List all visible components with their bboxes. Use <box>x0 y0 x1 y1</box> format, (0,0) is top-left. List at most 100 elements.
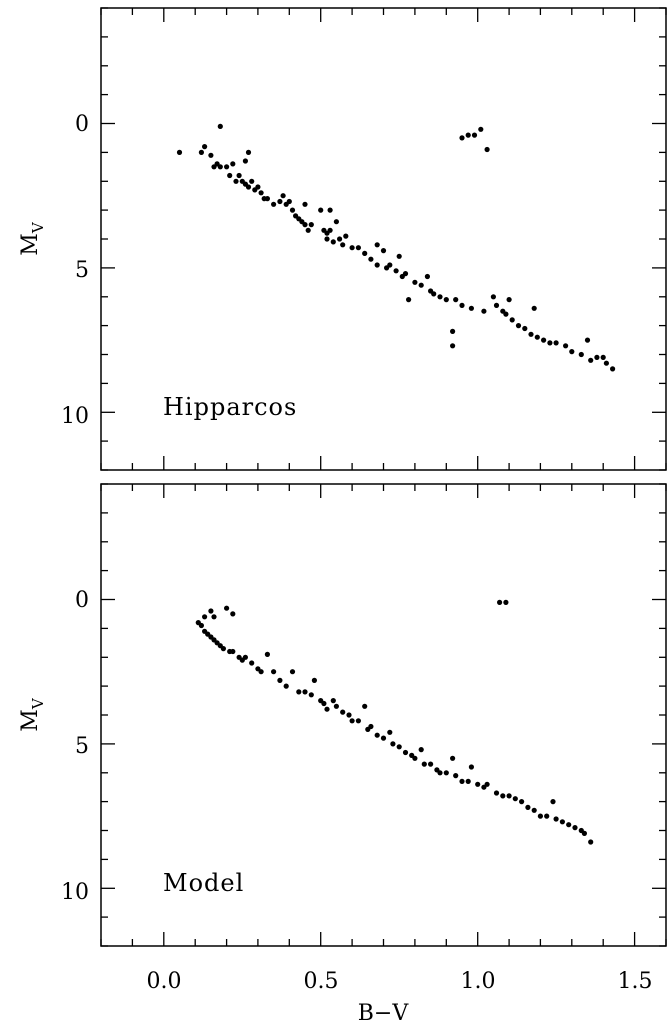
data-point <box>233 178 239 184</box>
data-point <box>443 770 449 776</box>
data-point <box>302 222 308 228</box>
data-point <box>330 698 336 704</box>
data-point <box>471 132 478 138</box>
y-axis-ticks <box>101 7 666 471</box>
data-point <box>522 325 528 332</box>
data-point <box>224 164 230 170</box>
data-point <box>459 135 465 141</box>
data-point <box>493 790 500 796</box>
data-point <box>578 351 584 358</box>
data-point <box>459 778 465 785</box>
data-point <box>271 669 277 675</box>
panel-annotation: Model <box>163 869 244 897</box>
data-point <box>481 308 487 314</box>
data-point <box>525 804 531 811</box>
data-point <box>402 749 409 756</box>
y-tick-label-10: 10 <box>61 404 89 429</box>
data-point <box>506 793 512 799</box>
data-point <box>355 718 361 724</box>
data-point <box>453 297 459 303</box>
data-point <box>563 343 569 349</box>
data-point <box>396 253 402 259</box>
data-point <box>362 250 368 256</box>
data-point <box>390 741 396 747</box>
data-point <box>368 256 374 262</box>
data-point <box>308 222 314 228</box>
data-point <box>531 305 537 311</box>
data-point <box>340 709 346 715</box>
data-point <box>528 331 534 337</box>
data-point <box>418 282 424 288</box>
data-point <box>534 334 540 340</box>
data-point <box>503 311 509 317</box>
data-point <box>321 700 327 707</box>
data-point <box>289 669 296 675</box>
y-tick-label-0: 0 <box>75 588 89 613</box>
x-tick-label-1.0: 1.0 <box>461 969 496 994</box>
data-point <box>337 236 343 242</box>
data-points <box>195 599 594 845</box>
data-point <box>333 219 339 225</box>
data-point <box>236 172 242 179</box>
data-point <box>437 770 443 776</box>
data-point <box>340 242 346 248</box>
data-point <box>249 178 255 184</box>
data-point <box>198 622 204 629</box>
x-axis-label: B−V <box>358 1001 410 1026</box>
data-point <box>500 793 506 799</box>
data-point <box>475 781 481 787</box>
data-point <box>531 807 537 813</box>
data-point <box>581 830 588 837</box>
data-point <box>343 233 349 239</box>
data-point <box>286 198 292 205</box>
data-point <box>368 723 374 730</box>
data-point <box>387 729 393 735</box>
data-point <box>497 599 503 606</box>
data-point <box>406 297 412 303</box>
data-point <box>584 337 591 343</box>
data-point <box>402 271 409 277</box>
data-point <box>478 126 484 132</box>
data-point <box>421 761 427 767</box>
data-point <box>396 744 402 750</box>
data-point <box>255 184 261 190</box>
data-point <box>380 248 387 254</box>
data-point <box>544 813 550 819</box>
data-point <box>537 813 544 819</box>
data-point <box>374 242 380 248</box>
data-point <box>327 227 333 233</box>
data-point <box>264 651 270 658</box>
data-point <box>380 735 387 741</box>
data-point <box>283 683 289 689</box>
data-point <box>600 354 606 360</box>
data-point <box>490 294 496 300</box>
data-point <box>176 149 183 155</box>
data-point <box>465 132 471 138</box>
data-point <box>302 689 308 695</box>
data-point <box>217 123 223 129</box>
data-point <box>603 360 610 366</box>
data-point <box>308 692 314 698</box>
data-point <box>412 279 418 285</box>
data-point <box>242 158 248 164</box>
data-point <box>289 207 296 213</box>
data-point <box>443 297 449 303</box>
data-point <box>459 302 465 308</box>
data-point <box>541 337 547 343</box>
data-point <box>493 302 500 308</box>
data-point <box>280 193 286 199</box>
y-tick-label-5: 5 <box>75 734 89 759</box>
data-point <box>208 608 214 614</box>
x-tick-label-1.5: 1.5 <box>618 969 653 994</box>
data-point <box>453 773 459 779</box>
data-point <box>327 207 333 213</box>
data-point <box>437 294 443 300</box>
data-point <box>333 703 339 709</box>
data-point <box>349 245 355 251</box>
data-point <box>211 614 217 620</box>
data-point <box>349 718 355 724</box>
data-point <box>374 262 380 268</box>
data-point <box>374 732 380 738</box>
y-axis-label: MV <box>18 221 47 256</box>
